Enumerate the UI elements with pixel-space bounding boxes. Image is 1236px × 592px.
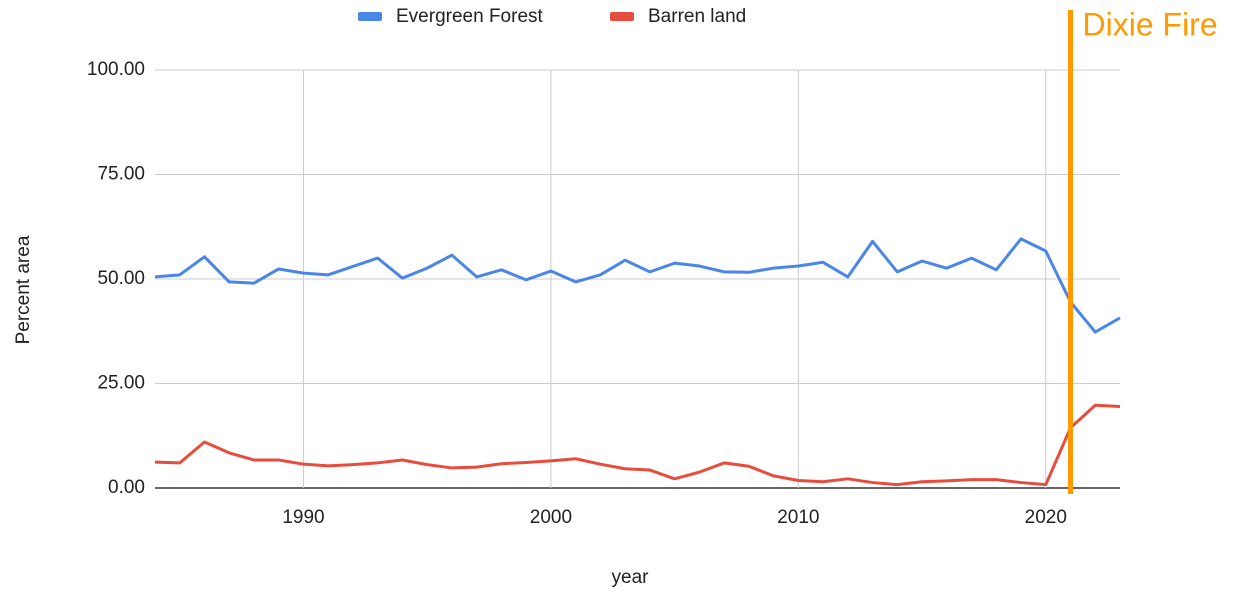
x-axis-label: year xyxy=(612,567,650,588)
x-tick-label: 2020 xyxy=(1025,507,1067,528)
x-tick-label: 1990 xyxy=(282,507,324,528)
x-tick-label: 2000 xyxy=(530,507,572,528)
legend-swatch xyxy=(610,12,634,21)
y-tick-label: 100.00 xyxy=(87,59,145,80)
y-tick-label: 75.00 xyxy=(97,164,145,185)
legend-swatch xyxy=(358,12,382,21)
series-line xyxy=(154,237,1121,334)
legend-label: Barren land xyxy=(648,6,746,27)
annotation-label: Dixie Fire xyxy=(1083,6,1218,42)
series-line xyxy=(154,403,1121,487)
y-tick-label: 25.00 xyxy=(97,373,145,394)
x-tick-label: 2010 xyxy=(777,507,819,528)
y-tick-label: 50.00 xyxy=(97,268,145,289)
y-axis-label: Percent area xyxy=(13,235,34,344)
y-tick-label: 0.00 xyxy=(108,477,145,498)
legend-label: Evergreen Forest xyxy=(396,6,544,27)
